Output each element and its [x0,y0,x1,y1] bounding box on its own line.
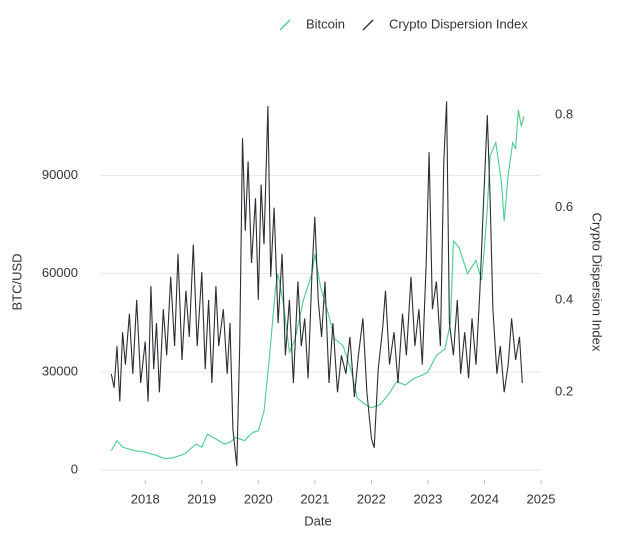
x-tick-label: 2020 [244,491,273,506]
y-tick-label: 60000 [42,265,78,280]
x-tick-label: 2018 [131,491,160,506]
series-line [110,101,523,467]
y2-tick-label: 0.6 [555,199,573,214]
x-tick-label: 2024 [470,491,499,506]
y-tick-label: 90000 [42,167,78,182]
y-axis-label: BTC/USD [9,253,24,310]
legend-swatch [362,19,374,31]
x-tick-label: 2021 [300,491,329,506]
legend-swatch [279,19,291,31]
legend-label: Crypto Dispersion Index [389,16,528,31]
y-tick-label: 30000 [42,363,78,378]
x-tick-label: 2025 [527,491,556,506]
series-line [110,109,525,460]
y2-tick-label: 0.8 [555,107,573,122]
legend-label: Bitcoin [306,16,345,31]
x-axis-label: Date [304,513,331,528]
x-tick-label: 2023 [413,491,442,506]
y2-axis-label: Crypto Dispersion Index [590,213,605,352]
x-tick-label: 2022 [357,491,386,506]
x-tick-label: 2019 [187,491,216,506]
y-tick-label: 0 [71,462,78,477]
y2-tick-label: 0.2 [555,384,573,399]
y2-tick-label: 0.4 [555,291,573,306]
